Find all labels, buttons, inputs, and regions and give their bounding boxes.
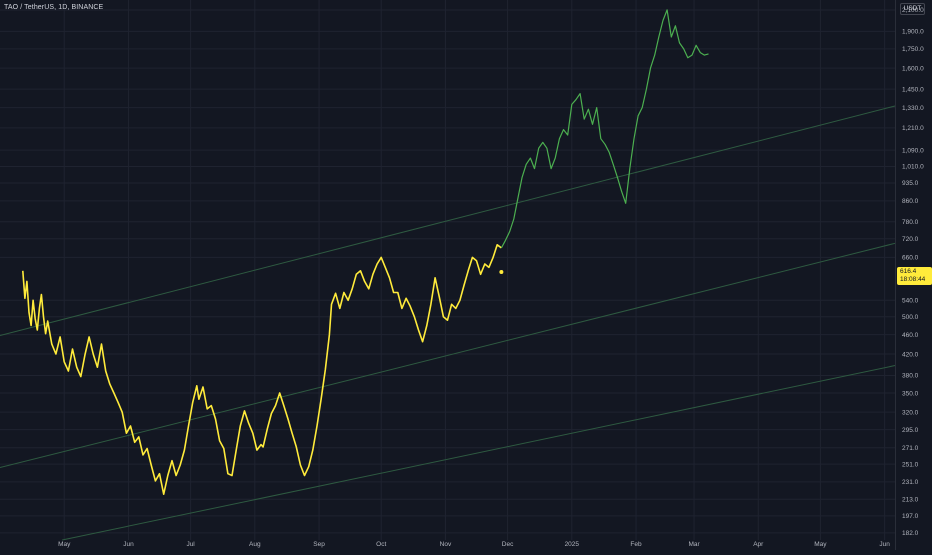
- x-tick-label: Jun: [123, 541, 134, 548]
- x-tick-label: 2025: [565, 541, 580, 548]
- price-line-segment-2: [500, 9, 709, 249]
- x-tick-label: May: [814, 541, 827, 548]
- y-tick-label: 1,010.0: [902, 164, 924, 171]
- y-tick-label: 540.0: [902, 298, 919, 305]
- countdown-timer: 18:08:44: [900, 276, 926, 283]
- x-tick-label: Nov: [440, 541, 452, 548]
- y-tick-label: 860.0: [902, 198, 919, 205]
- x-tick-label: Aug: [249, 541, 261, 548]
- y-tick-label: 231.0: [902, 479, 919, 486]
- y-tick-label: 320.0: [902, 409, 919, 416]
- price-line-segment-1: [22, 244, 502, 496]
- x-tick-label: Feb: [630, 541, 642, 548]
- y-tick-label: 420.0: [902, 351, 919, 358]
- y-tick-label: 350.0: [902, 390, 919, 397]
- x-tick-label: Jun: [879, 541, 890, 548]
- x-tick-label: Jul: [186, 541, 195, 548]
- y-tick-label: 1,330.0: [902, 105, 924, 112]
- x-tick-label: May: [58, 541, 71, 548]
- channel-line-2[interactable]: [0, 242, 896, 469]
- y-tick-label: 1,210.0: [902, 125, 924, 132]
- last-price-label: 616.4 18:08:44: [897, 267, 932, 285]
- channel-line-3[interactable]: [62, 365, 896, 541]
- y-tick-label: 1,600.0: [902, 65, 924, 72]
- y-tick-label: 720.0: [902, 236, 919, 243]
- y-tick-label: 197.0: [902, 513, 919, 520]
- last-price-value: 616.4: [900, 268, 917, 275]
- y-tick-label: 935.0: [902, 180, 919, 187]
- price-series: [22, 9, 709, 496]
- x-tick-label: Dec: [502, 541, 514, 548]
- y-tick-label: 1,750.0: [902, 46, 924, 53]
- y-tick-label: 380.0: [902, 373, 919, 380]
- channel-line-1[interactable]: [0, 105, 896, 337]
- y-tick-label: 213.0: [902, 497, 919, 504]
- y-tick-label: 460.0: [902, 332, 919, 339]
- channel-lines: [0, 105, 896, 541]
- y-tick-label: 500.0: [902, 314, 919, 321]
- x-tick-label: Sep: [313, 541, 325, 548]
- x-tick-label: Oct: [376, 541, 386, 548]
- currency-badge[interactable]: USDT: [900, 3, 925, 15]
- last-price-marker: [499, 270, 504, 275]
- price-axis-labels: 2,100.0 1,900.0 1,750.0 1,600.0 1,450.0 1,330…: [902, 7, 924, 537]
- y-tick-label: 251.0: [902, 461, 919, 468]
- y-tick-label: 1,090.0: [902, 147, 924, 154]
- symbol-title: TAO / TetherUS, 1D, BINANCE: [4, 4, 104, 11]
- y-tick-label: 2,100.0: [902, 7, 924, 14]
- y-tick-label: 780.0: [902, 219, 919, 226]
- grid: [0, 0, 895, 540]
- time-axis: May Jun Jul Aug Sep Oct Nov Dec 2025 Feb Mar Apr May…: [58, 541, 890, 548]
- x-tick-label: Apr: [753, 541, 764, 548]
- y-tick-label: 271.0: [902, 445, 919, 452]
- x-tick-label: Mar: [688, 541, 700, 548]
- y-tick-label: 1,900.0: [902, 29, 924, 36]
- y-tick-label: 182.0: [902, 530, 919, 537]
- y-tick-label: 1,450.0: [902, 86, 924, 93]
- y-tick-label: 295.0: [902, 427, 919, 434]
- y-tick-label: 660.0: [902, 255, 919, 262]
